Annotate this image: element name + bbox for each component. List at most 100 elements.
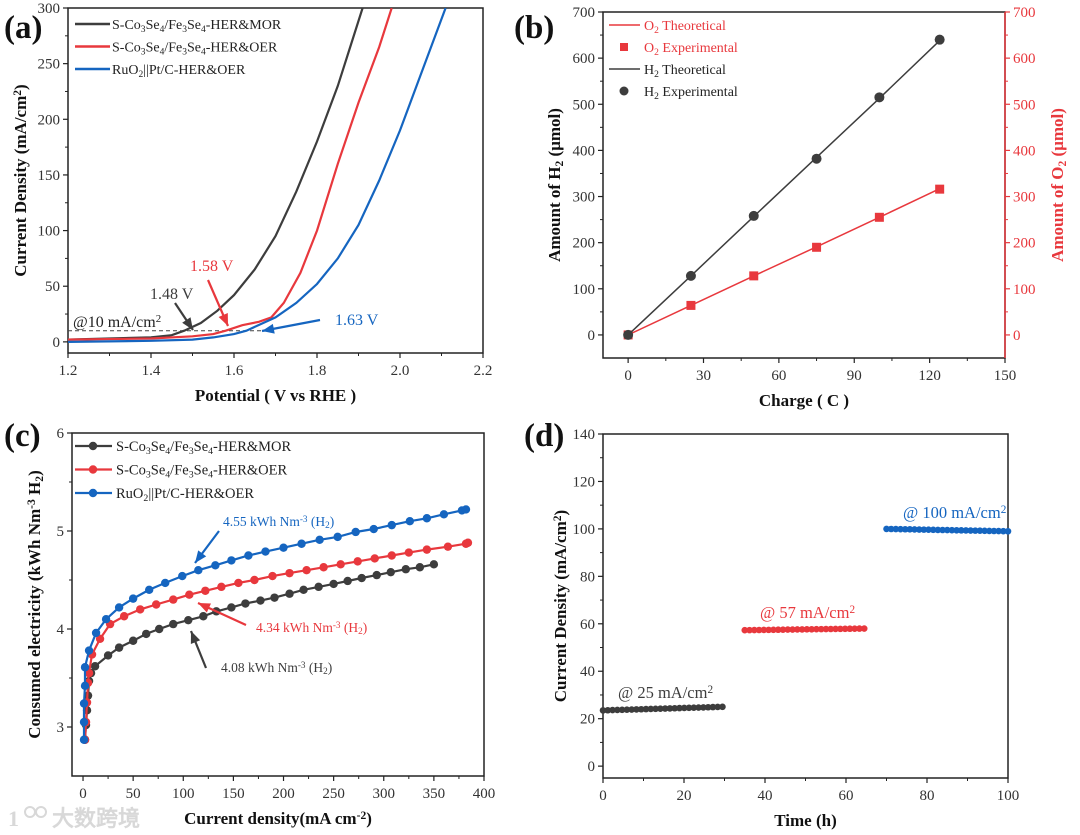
annotation-1-58V: 1.58 V xyxy=(190,258,234,275)
data-point xyxy=(813,625,820,633)
data-point xyxy=(671,704,678,712)
y-tick-label: 0 xyxy=(53,335,61,351)
annotation-red: 4.34 kWh Nm-3 (H2) xyxy=(256,620,367,636)
data-point xyxy=(279,543,288,552)
data-point xyxy=(986,527,993,535)
watermark: 大数跨境 xyxy=(52,806,140,831)
data-point xyxy=(1004,527,1012,535)
y-right-tick-label: 600 xyxy=(1013,51,1036,67)
panel-label: (c) xyxy=(4,418,41,454)
x-tick-label: 50 xyxy=(126,786,141,802)
data-point xyxy=(798,626,806,633)
x-tick-label: 100 xyxy=(172,786,195,802)
data-point xyxy=(803,626,811,633)
data-point xyxy=(856,625,863,632)
data-point xyxy=(695,704,702,711)
y-tick-label: 400 xyxy=(573,143,596,159)
annotation-arrow-head xyxy=(190,631,201,644)
data-point xyxy=(934,526,942,534)
data-point xyxy=(415,563,425,572)
data-point xyxy=(211,561,220,570)
series-line-0 xyxy=(68,8,364,341)
legend-label: H2 Experimental xyxy=(644,85,738,102)
y-tick-label: 100 xyxy=(573,522,596,538)
data-point xyxy=(962,527,970,534)
annotation-arrow-head xyxy=(218,313,228,326)
data-point xyxy=(101,615,111,624)
x-tick-label: 350 xyxy=(423,786,446,802)
data-point xyxy=(372,570,381,580)
data-point xyxy=(178,571,187,581)
data-point xyxy=(817,625,825,633)
data-point xyxy=(925,526,932,534)
annotation-arrow-head xyxy=(182,317,193,330)
data-point xyxy=(765,626,772,634)
data-point-square xyxy=(874,212,884,222)
data-point xyxy=(80,663,90,672)
data-point xyxy=(463,538,473,547)
data-point xyxy=(808,625,815,633)
data-point xyxy=(268,571,277,581)
x-tick-label: 80 xyxy=(920,788,935,804)
data-point xyxy=(943,526,951,534)
x-tick-label: 120 xyxy=(918,368,941,384)
y-tick-label: 200 xyxy=(573,236,596,252)
y-tick-label: 100 xyxy=(573,282,596,298)
x-tick-label: 2.0 xyxy=(391,363,410,379)
data-point xyxy=(990,527,998,535)
data-point xyxy=(628,706,635,713)
data-point xyxy=(227,556,236,565)
data-point xyxy=(929,526,937,534)
data-point-square xyxy=(935,184,945,194)
series-line-0 xyxy=(627,188,941,336)
x-axis-title: Potential ( V vs RHE ) xyxy=(195,386,356,405)
data-point xyxy=(429,560,439,569)
data-point xyxy=(439,510,449,519)
series-label: @ 25 mA/cm2 xyxy=(618,683,713,702)
data-point xyxy=(976,527,984,535)
data-point xyxy=(666,705,674,712)
data-point xyxy=(647,705,655,713)
annotation-arrow-head xyxy=(262,323,275,334)
data-point xyxy=(841,625,849,633)
data-point xyxy=(386,567,395,577)
y-tick-label: 6 xyxy=(57,426,65,442)
data-point xyxy=(618,706,626,714)
data-point xyxy=(128,636,138,645)
data-point xyxy=(953,526,960,534)
x-tick-label: 0 xyxy=(624,368,632,384)
legend-marker xyxy=(88,441,98,451)
data-point xyxy=(860,625,868,632)
data-point xyxy=(915,526,923,533)
legend-label: S-Co3Se4/Fe3Se4-HER&OER xyxy=(112,41,278,58)
data-point xyxy=(194,566,203,575)
data-point xyxy=(387,551,396,560)
y-right-tick-label: 300 xyxy=(1013,190,1036,206)
panel-label: (b) xyxy=(514,10,554,46)
data-point xyxy=(141,629,151,639)
panel-label: (a) xyxy=(4,10,42,46)
data-point xyxy=(387,520,396,530)
x-tick-label: 60 xyxy=(771,368,786,384)
data-point xyxy=(755,626,763,634)
data-point xyxy=(599,707,607,714)
data-point xyxy=(155,624,164,634)
data-point xyxy=(657,705,664,712)
data-point xyxy=(851,625,858,632)
data-point xyxy=(114,603,124,612)
data-point xyxy=(169,619,178,629)
data-point xyxy=(227,603,236,612)
data-point xyxy=(315,535,324,545)
data-point xyxy=(333,532,342,542)
data-point xyxy=(751,626,758,634)
y-tick-label: 120 xyxy=(573,474,596,490)
data-point xyxy=(887,525,895,533)
data-point xyxy=(302,566,311,575)
data-point xyxy=(846,625,854,633)
data-point-circle xyxy=(934,34,945,45)
y-tick-label: 3 xyxy=(57,720,65,736)
panel-a-current-density-vs-potential: 1.2 1.4 1.6 1.8 2.0 2.2 0 50 100 150 200 250 300 Pote… xyxy=(4,1,492,405)
data-point xyxy=(827,625,835,633)
data-point xyxy=(661,705,669,712)
data-point xyxy=(948,526,956,534)
